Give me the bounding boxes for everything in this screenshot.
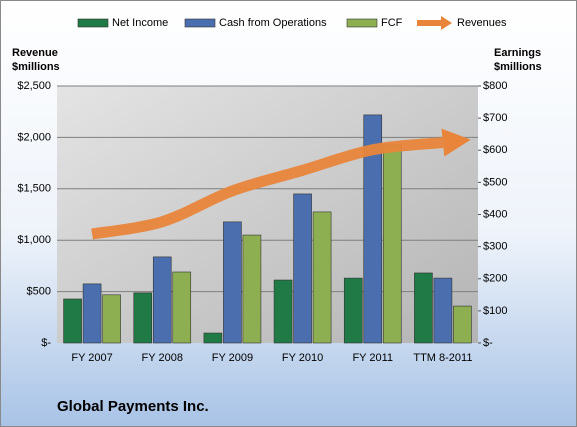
y-tick-label: $1,500 [17,183,51,195]
y2-axis-title: Earnings $millions [494,47,542,73]
revenue-line [91,137,444,240]
y-tick-label: $2,000 [17,131,51,143]
bar [203,332,223,344]
bar [152,256,172,344]
bar [82,283,102,344]
legend-label: Revenues [457,17,507,29]
y2-tick-label: $700 [483,112,507,124]
y2-tick-label: $100 [483,305,507,317]
legend-marker [346,18,378,28]
y2-tick-label: $200 [483,273,507,285]
bar [172,271,192,344]
bar [382,144,402,344]
y-tick-label: $2,500 [17,80,51,92]
x-tick-label: FY 2011 [352,352,393,364]
bar [343,277,363,344]
bar [414,272,433,344]
y2-tick-label: $- [483,337,493,349]
y2-tick-label: $600 [483,144,507,156]
y2-tick-label: $800 [483,80,507,92]
y2-tick-label: $500 [483,176,507,188]
chart-title: Global Payments Inc. [57,398,209,415]
bar [63,298,82,344]
x-tick-label: FY 2009 [212,352,253,364]
bar [433,277,453,344]
bar [133,292,153,344]
bar [223,221,242,344]
bar [273,279,293,344]
bar [363,114,383,344]
legend-marker [77,18,109,28]
y2-tick-label: $400 [483,208,507,220]
bar [453,305,472,344]
x-tick-label: FY 2007 [71,352,112,364]
plot-area [57,86,478,343]
legend-marker [184,18,216,28]
legend-label: FCF [381,17,403,29]
x-tick-label: FY 2010 [282,352,323,364]
y-axis-title: Revenue $millions [12,47,60,73]
y-tick-label: $- [41,337,51,349]
legend-marker [441,16,452,30]
bar [242,234,262,344]
y-tick-label: $500 [27,286,51,298]
x-tick-label: FY 2008 [142,352,183,364]
bar [293,193,312,344]
bar [312,211,332,344]
arrow-head [441,128,471,157]
legend-label: Cash from Operations [219,17,327,29]
legend-label: Net Income [112,17,168,29]
bar [102,294,121,344]
x-tick-label: TTM 8-2011 [413,352,472,364]
y-tick-label: $1,000 [17,234,51,246]
y2-tick-label: $300 [483,241,507,253]
